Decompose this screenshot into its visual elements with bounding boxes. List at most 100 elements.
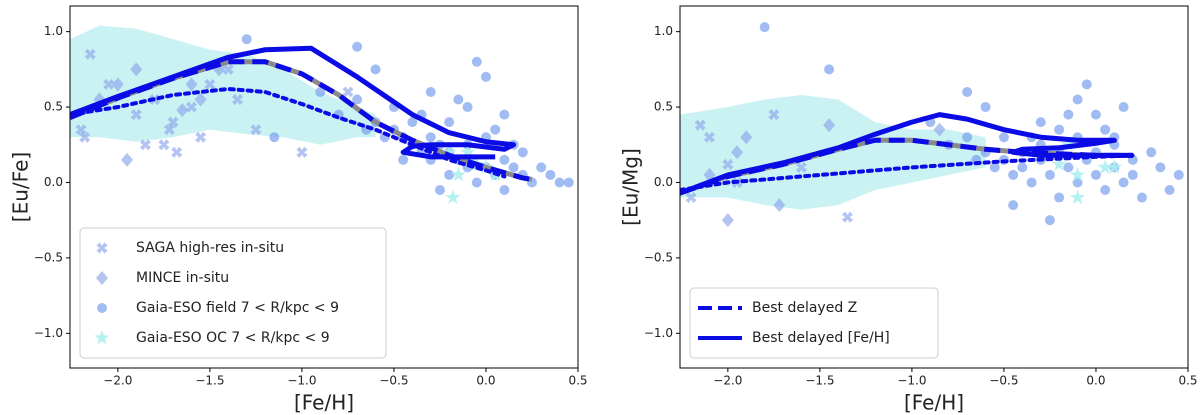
- point: [444, 169, 455, 180]
- cross: [79, 131, 91, 143]
- cross: [795, 161, 808, 173]
- point: [444, 117, 455, 128]
- point: [1044, 215, 1055, 226]
- point: [554, 177, 565, 188]
- diamond: [721, 213, 734, 228]
- plot-area: [680, 22, 1184, 228]
- y-tick-label: −0.5: [34, 250, 63, 264]
- point: [517, 147, 528, 158]
- point: [508, 162, 519, 173]
- diamond: [130, 62, 143, 77]
- x-tick-label: −2.0: [103, 374, 132, 388]
- point: [962, 86, 973, 97]
- legend-label: Best delayed Z: [752, 300, 857, 316]
- cross: [722, 158, 734, 170]
- cross: [685, 191, 697, 204]
- point: [536, 162, 547, 173]
- point: [759, 22, 770, 33]
- line-solid: [70, 45, 517, 160]
- cross: [163, 124, 175, 136]
- point: [1100, 185, 1111, 196]
- point: [499, 185, 510, 196]
- x-tick-label: 0.5: [568, 374, 587, 388]
- x-tick-label: −1.5: [195, 374, 224, 388]
- band: [70, 25, 376, 145]
- legend-label: Gaia-ESO field 7 < R/kpc < 9: [136, 300, 339, 316]
- cross: [84, 48, 96, 60]
- point: [998, 132, 1009, 143]
- point: [398, 154, 409, 165]
- point: [1054, 124, 1065, 135]
- cross: [103, 78, 115, 91]
- star: [1060, 136, 1076, 152]
- point: [241, 34, 252, 45]
- point: [1063, 162, 1074, 173]
- star: [1106, 159, 1122, 174]
- point: [434, 185, 445, 196]
- point: [1026, 177, 1037, 188]
- diamond: [185, 77, 198, 92]
- point: [1035, 117, 1046, 128]
- y-tick-label: −1.0: [34, 326, 63, 340]
- y-tick-label: 1.0: [44, 24, 63, 38]
- cross: [703, 131, 716, 143]
- x-tick-label: −0.5: [989, 374, 1018, 388]
- line-solid: [680, 112, 1133, 196]
- star: [441, 144, 457, 159]
- y-tick-label: 0.0: [44, 175, 63, 189]
- point: [1044, 169, 1055, 180]
- point: [1127, 169, 1138, 180]
- star: [1097, 159, 1113, 174]
- point: [1100, 124, 1111, 135]
- cross: [139, 139, 152, 151]
- y-tick-label: −0.5: [644, 250, 673, 264]
- cross: [185, 101, 198, 113]
- cross: [158, 139, 170, 151]
- point: [1090, 109, 1101, 120]
- cross: [75, 124, 87, 136]
- legend: Best delayed Z Best delayed [Fe/H]: [689, 287, 939, 359]
- point: [1072, 94, 1083, 105]
- y-axis-label: [Eu/Fe]: [9, 152, 33, 222]
- point: [824, 64, 835, 75]
- x-tick-label: 0.0: [476, 374, 495, 388]
- legend-label: Best delayed [Fe/H]: [752, 330, 890, 346]
- point: [1118, 177, 1129, 188]
- point: [1173, 169, 1184, 180]
- line-dotted: [70, 86, 507, 179]
- x-tick-label: −1.0: [287, 374, 316, 388]
- point: [1090, 169, 1101, 180]
- y-tick-label: 1.0: [654, 24, 673, 38]
- cross: [231, 93, 244, 106]
- plot-area: [70, 25, 574, 205]
- point: [1081, 79, 1092, 90]
- star: [445, 189, 461, 205]
- point: [1072, 177, 1083, 188]
- panel: −2.0 −1.5 −1.0 −0.5 0.0 0.5 −1.0 −0.5 0.0 0.5 1.0 […: [9, 5, 588, 415]
- x-tick-label: −1.5: [805, 374, 834, 388]
- diamond: [176, 103, 189, 118]
- point: [499, 109, 510, 120]
- point: [490, 124, 501, 135]
- cross: [171, 146, 183, 158]
- diamond: [740, 130, 753, 145]
- y-tick-label: 0.5: [44, 100, 63, 114]
- diamond: [121, 152, 134, 167]
- cross: [130, 109, 142, 121]
- cross: [250, 124, 262, 136]
- x-tick-label: 0.0: [1086, 374, 1105, 388]
- axes-frame: [69, 5, 579, 369]
- panel: −2.0 −1.5 −1.0 −0.5 0.0 0.5 −1.0 −0.5 0.0 0.5 1.0 […: [619, 5, 1198, 415]
- x-axis-label: [Fe/H]: [904, 391, 964, 415]
- point: [425, 132, 436, 143]
- point: [352, 41, 363, 52]
- x-tick-label: −0.5: [379, 374, 408, 388]
- point: [407, 117, 418, 128]
- legend-label: SAGA high-res in-situ: [136, 240, 284, 256]
- axes-frame: [679, 5, 1189, 369]
- legend: SAGA high-res in-situ MINCE in-situ Gaia-E…: [79, 227, 387, 359]
- point: [1118, 102, 1129, 113]
- cross: [96, 242, 108, 254]
- point: [352, 94, 363, 105]
